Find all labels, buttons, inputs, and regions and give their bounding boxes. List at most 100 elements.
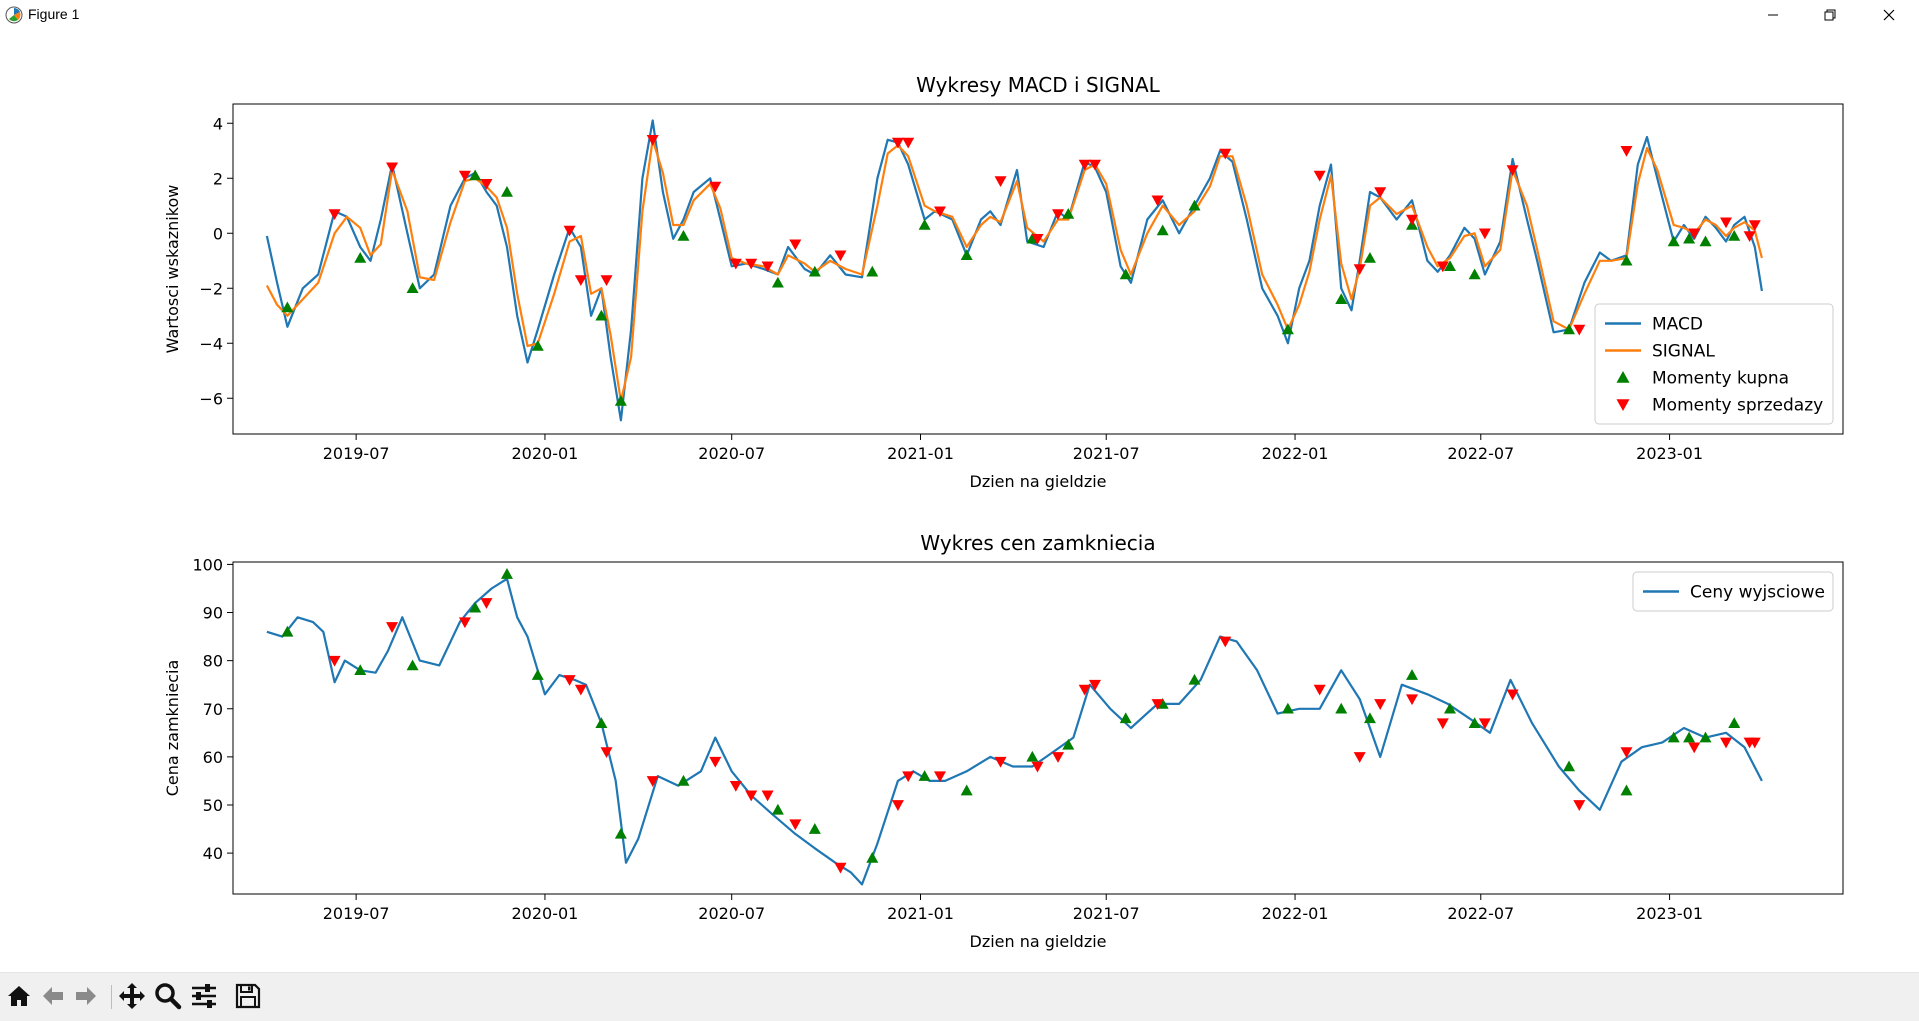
sell-marker	[1406, 214, 1419, 226]
sell-marker	[1436, 261, 1449, 273]
y-tick-label: 70	[203, 700, 223, 719]
buy-marker	[1281, 702, 1294, 714]
configure-subplots-icon	[192, 984, 216, 1008]
buy-marker	[1335, 293, 1348, 305]
buy-marker	[808, 823, 821, 834]
sell-marker	[745, 790, 758, 802]
sell-marker	[646, 134, 659, 146]
x-tick-label: 2021-07	[1073, 444, 1140, 463]
sell-marker	[1313, 684, 1326, 696]
save-button[interactable]	[233, 981, 263, 1011]
buy-marker	[1683, 731, 1696, 743]
x-axis-label: Dzien na gieldzie	[970, 472, 1107, 491]
buy-marker	[1667, 731, 1680, 743]
sell-marker	[934, 206, 947, 218]
y-tick-label: 80	[203, 652, 223, 671]
minimize-icon	[1768, 14, 1778, 15]
back-button[interactable]	[38, 981, 68, 1011]
sell-marker	[1088, 679, 1101, 691]
buy-marker	[1188, 199, 1201, 211]
legend-frame	[1632, 571, 1834, 612]
sell-marker	[1688, 742, 1701, 754]
buy-marker	[354, 664, 367, 676]
sell-marker	[934, 771, 947, 783]
plot-area	[266, 568, 1763, 886]
sell-marker	[574, 275, 587, 286]
buy-marker	[531, 340, 544, 351]
x-tick-label: 2023-01	[1636, 904, 1703, 923]
buy-marker	[1699, 235, 1712, 247]
series-line-signal	[265, 138, 1763, 403]
buy-marker	[531, 669, 544, 680]
sell-marker	[761, 790, 774, 802]
buy-marker	[1443, 702, 1456, 714]
forward-button[interactable]	[71, 981, 101, 1011]
sell-marker	[600, 275, 613, 286]
sell-marker	[1436, 718, 1449, 730]
sell-marker	[574, 684, 587, 696]
legend-label: Momenty kupna	[1652, 369, 1789, 389]
minimize-button[interactable]	[1744, 0, 1802, 29]
legend-sell-marker	[1616, 399, 1630, 411]
sell-marker	[1031, 761, 1044, 773]
sell-marker	[458, 170, 471, 182]
buy-marker	[1026, 750, 1039, 762]
legend-buy-marker	[1616, 371, 1630, 383]
close-button[interactable]	[1860, 0, 1918, 29]
x-tick-label: 2021-01	[887, 904, 954, 923]
sell-marker	[1052, 209, 1065, 220]
buy-marker	[677, 774, 690, 786]
y-tick-label: −6	[199, 389, 223, 408]
buy-marker	[281, 625, 294, 637]
home-icon	[8, 986, 30, 1006]
x-tick-label: 2022-01	[1262, 904, 1329, 923]
buy-marker	[500, 186, 513, 197]
sell-marker	[1748, 220, 1761, 231]
x-tick-label: 2020-01	[512, 444, 579, 463]
window-title: Figure 1	[28, 6, 80, 22]
sell-marker	[480, 178, 493, 190]
save-icon	[235, 983, 261, 1009]
buy-marker	[1620, 254, 1633, 266]
buy-marker	[1728, 230, 1741, 241]
buy-marker	[281, 301, 294, 313]
buy-marker	[677, 230, 690, 241]
chart-2: Wykres cen zamkniecia 2019-07 2020-01 2020-…	[163, 531, 1844, 951]
home-button[interactable]	[4, 981, 34, 1011]
maximize-button[interactable]	[1801, 0, 1859, 29]
buy-marker	[1699, 731, 1712, 743]
sell-marker	[834, 862, 847, 874]
series-line-ceny-wyjsciowe	[266, 577, 1763, 886]
buy-marker	[406, 282, 419, 294]
buy-marker	[918, 219, 931, 230]
sell-marker	[1720, 217, 1733, 229]
buy-marker	[500, 568, 513, 579]
y-tick-label: −4	[199, 334, 223, 353]
sell-marker	[480, 598, 493, 609]
x-tick-label: 2022-07	[1447, 444, 1514, 463]
buy-marker	[1119, 712, 1132, 724]
sell-marker	[1573, 324, 1586, 336]
buy-marker	[614, 827, 627, 839]
sell-marker	[902, 771, 915, 783]
sell-marker	[994, 176, 1007, 187]
sell-marker	[1620, 145, 1633, 157]
buy-marker	[1335, 702, 1348, 714]
configure-subplots-button[interactable]	[189, 981, 219, 1011]
sell-marker	[745, 258, 758, 270]
y-tick-label: 4	[213, 114, 223, 133]
zoom-button[interactable]	[153, 981, 183, 1011]
sell-marker	[1743, 231, 1756, 242]
axes-frame	[232, 561, 1844, 895]
sell-marker	[891, 137, 904, 149]
sell-marker	[729, 780, 742, 792]
buy-marker	[866, 851, 879, 863]
sell-marker	[328, 209, 341, 220]
buy-marker	[866, 265, 879, 277]
back-icon	[43, 987, 63, 1005]
y-tick-label: −2	[199, 279, 223, 298]
sell-marker	[1688, 228, 1701, 240]
sell-marker	[1219, 636, 1232, 648]
buy-marker	[1188, 673, 1201, 685]
pan-button[interactable]	[117, 981, 147, 1011]
